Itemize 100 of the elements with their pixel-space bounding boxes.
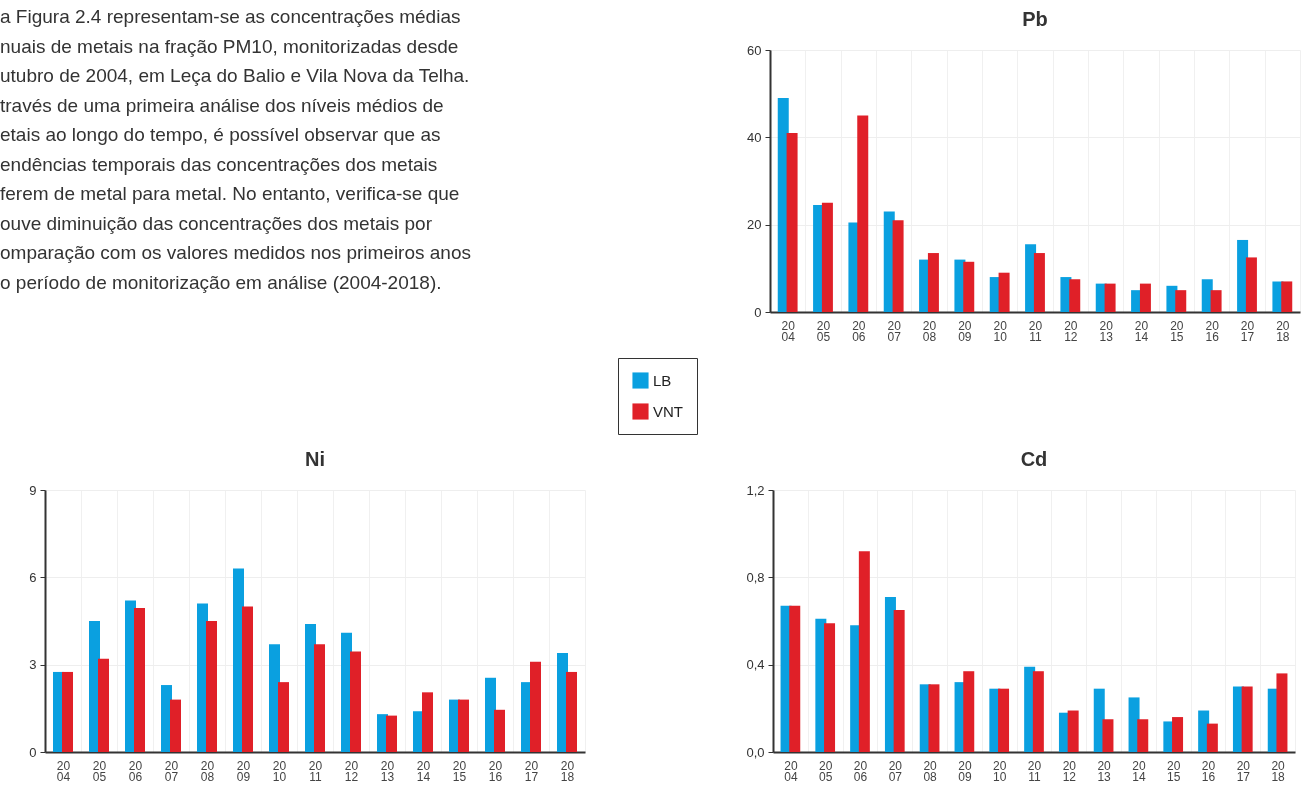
- bar: [1067, 710, 1079, 752]
- x-tick-label: 2013: [1097, 758, 1112, 784]
- x-tick-label: 2018: [560, 758, 575, 784]
- x-tick-label: 2010: [272, 758, 287, 784]
- bar: [242, 606, 253, 752]
- y-tick-label: 6: [29, 569, 37, 585]
- x-tick-label: 2005: [92, 758, 107, 784]
- x-tick-label: 2005: [816, 318, 831, 344]
- bar: [458, 699, 469, 752]
- bar: [278, 682, 289, 752]
- x-tick-label: 2014: [1134, 318, 1149, 344]
- x-tick-label: 2016: [1205, 318, 1220, 344]
- bar: [1104, 283, 1116, 312]
- text: ferem de metal para metal. No entanto, verifica-se que: [0, 182, 461, 206]
- y-tick-label: 0: [754, 304, 762, 320]
- bar: [1137, 719, 1149, 752]
- bar: [566, 671, 577, 752]
- y-tick-label: 3: [29, 657, 37, 673]
- x-tick-label: 2009: [958, 318, 972, 344]
- bar: [386, 715, 397, 752]
- bar: [857, 115, 869, 312]
- bar: [314, 644, 325, 752]
- y-tick-label: 0: [29, 744, 37, 760]
- bar: [786, 132, 798, 312]
- text: nuais de metais na fração PM10, monitorizadas desde: [0, 34, 460, 59]
- bar: [1241, 686, 1253, 752]
- x-tick-label: 2017: [524, 758, 539, 784]
- bar: [494, 709, 505, 752]
- bar: [1245, 257, 1257, 312]
- y-tick-label: 0,0: [746, 744, 765, 760]
- bar: [62, 671, 73, 752]
- text: utubro de 2004, em Leça do Balio e Vila Nova da Telha.: [0, 64, 471, 88]
- bar: [1069, 279, 1081, 312]
- y-tick-label: 20: [747, 217, 762, 233]
- x-tick-label: 2015: [1167, 758, 1181, 784]
- x-tick-label: 2007: [164, 758, 179, 784]
- bar: [1032, 671, 1044, 752]
- bar: [98, 658, 109, 752]
- x-tick-label: 2012: [344, 758, 359, 784]
- y-tick-label: 9: [29, 482, 37, 498]
- legend-label: VNT: [653, 402, 683, 420]
- bar: [821, 202, 833, 312]
- x-tick-label: 2018: [1276, 318, 1290, 344]
- x-tick-label: 2011: [308, 758, 323, 784]
- bar: [1172, 717, 1184, 752]
- x-tick-label: 2004: [56, 758, 71, 784]
- chart-title: Pb: [1022, 8, 1048, 30]
- text: o período de monitorização em análise (2004-2018).: [0, 270, 443, 295]
- y-tick-label: 1,2: [746, 482, 765, 498]
- text: a Figura 2.4 representam-se as concentrações médias: [0, 5, 462, 29]
- x-tick-label: 2012: [1064, 318, 1078, 344]
- x-tick-label: 2004: [781, 318, 796, 344]
- bar: [170, 699, 181, 752]
- bar: [998, 688, 1010, 752]
- x-tick-label: 2009: [236, 758, 251, 784]
- bar: [1210, 290, 1222, 312]
- legend-label: LB: [653, 371, 672, 389]
- x-tick-label: 2017: [1236, 758, 1251, 784]
- bar: [1276, 673, 1288, 752]
- x-tick-label: 2004: [784, 758, 798, 784]
- bar: [350, 651, 361, 752]
- text: través de uma primeira análise dos níveis médios de: [0, 93, 445, 118]
- x-tick-label: 2011: [1028, 318, 1043, 344]
- x-tick-label: 2006: [128, 758, 143, 784]
- bar: [789, 605, 801, 752]
- bar: [963, 671, 975, 752]
- x-tick-label: 2014: [416, 758, 431, 784]
- x-tick-label: 2016: [488, 758, 503, 784]
- bar: [1281, 281, 1293, 312]
- y-tick-label: 40: [747, 129, 762, 145]
- x-tick-label: 2015: [1170, 318, 1184, 344]
- x-tick-label: 2008: [923, 758, 938, 784]
- bar: [1033, 253, 1045, 312]
- text: etais ao longo do tempo, é possível observar que as: [0, 123, 442, 147]
- y-tick-label: 0,4: [746, 657, 765, 673]
- chart-title: Cd: [1020, 448, 1048, 470]
- chart-title: Ni: [305, 448, 325, 470]
- bar: [927, 253, 939, 312]
- x-tick-label: 2016: [1201, 758, 1216, 784]
- x-tick-label: 2005: [819, 758, 833, 784]
- x-tick-label: 2011: [1027, 758, 1042, 784]
- x-tick-label: 2013: [1099, 318, 1114, 344]
- x-tick-label: 2006: [853, 758, 868, 784]
- bar: [530, 661, 541, 752]
- x-tick-label: 2010: [993, 318, 1008, 344]
- bar: [858, 551, 870, 752]
- bar: [998, 272, 1010, 312]
- bar: [134, 607, 145, 752]
- bar: [1206, 723, 1218, 752]
- x-tick-label: 2010: [993, 758, 1007, 784]
- x-tick-label: 2014: [1132, 758, 1146, 784]
- bar: [422, 692, 433, 752]
- bar: [824, 623, 836, 752]
- x-tick-label: 2009: [958, 758, 972, 784]
- x-tick-label: 2007: [888, 758, 903, 784]
- x-tick-label: 2012: [1062, 758, 1077, 784]
- x-tick-label: 2008: [922, 318, 937, 344]
- x-tick-label: 2008: [200, 758, 215, 784]
- bar: [1175, 290, 1187, 312]
- bar: [892, 220, 904, 312]
